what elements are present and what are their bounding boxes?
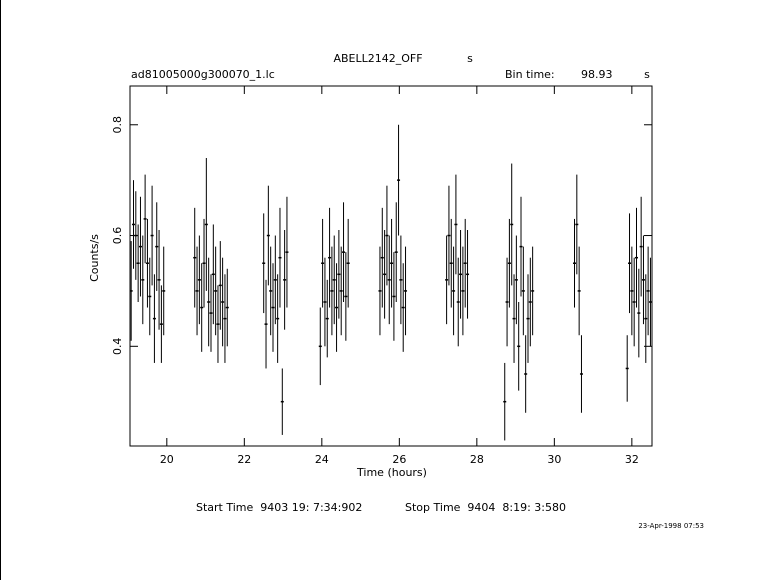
x-tick-label: 30 xyxy=(547,453,561,466)
stop-time: Stop Time 9404 8:19: 3:580 xyxy=(405,501,566,514)
bin-time: 98.93 xyxy=(581,68,613,81)
x-tick-label: 24 xyxy=(315,453,329,466)
x-tick-label: 26 xyxy=(392,453,406,466)
start-time: Start Time 9403 19: 7:34:902 xyxy=(196,501,362,514)
y-tick-label: 0.8 xyxy=(111,116,124,133)
filename: ad81005000g300070_1.lc xyxy=(131,68,275,81)
date: 23-Apr-1998 07:53 xyxy=(638,522,704,530)
bin-time-unit: s xyxy=(644,68,650,81)
y-tick-label: 0.6 xyxy=(111,227,124,245)
y-tick-label: 0.4 xyxy=(111,338,124,356)
bin-time-label: Bin time: xyxy=(505,68,555,81)
chart-title: ABELL2142_OFF xyxy=(333,52,422,65)
x-tick-label: 32 xyxy=(625,453,639,466)
x-tick-label: 22 xyxy=(237,453,251,466)
title-unit: s xyxy=(467,52,473,65)
plot-frame xyxy=(129,85,653,447)
x-tick-label: 28 xyxy=(470,453,484,466)
x-axis-label: Time (hours) xyxy=(356,466,427,479)
x-tick-label: 20 xyxy=(160,453,174,466)
y-axis-label: Counts/s xyxy=(88,234,101,282)
